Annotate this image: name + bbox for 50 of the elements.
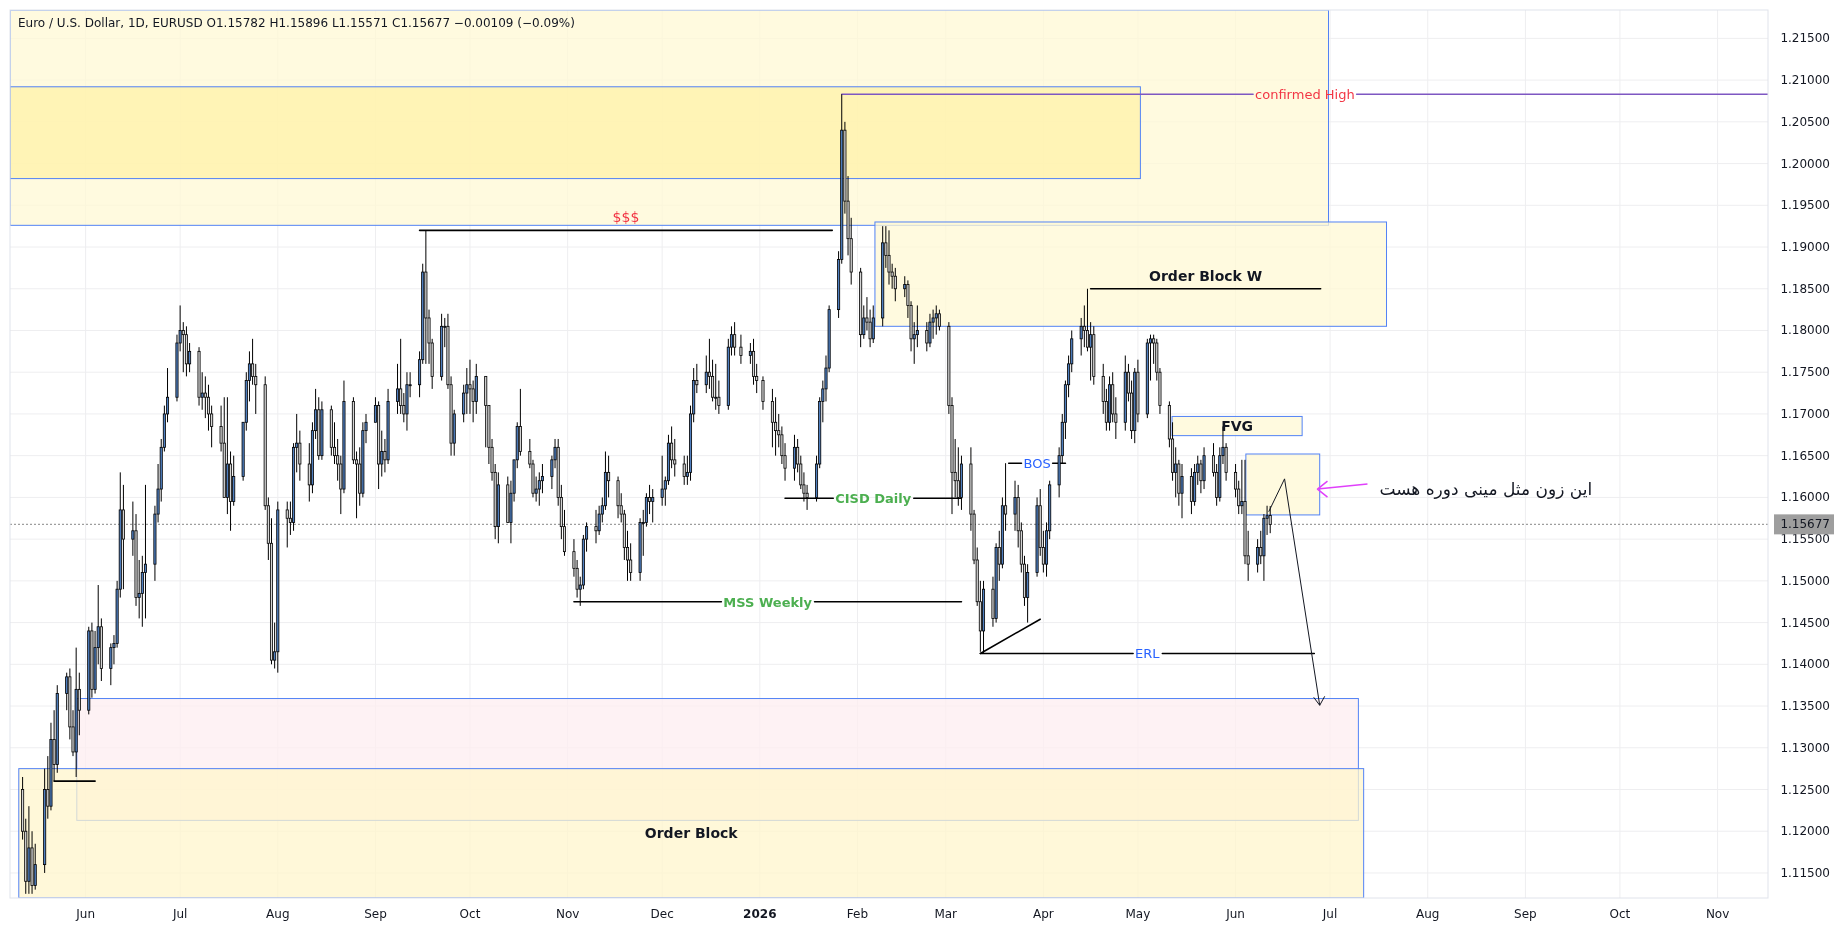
y-tick-label: 1.15500 <box>1780 532 1830 547</box>
y-tick-label: 1.17000 <box>1780 406 1830 421</box>
y-tick-label: 1.11500 <box>1780 865 1830 880</box>
y-tick-label: 1.16500 <box>1780 448 1830 463</box>
x-tick-label: May <box>1125 907 1151 921</box>
x-tick-label: Nov <box>1705 907 1730 921</box>
y-tick-label: 1.18500 <box>1780 281 1830 296</box>
series-label: $$$ <box>612 209 640 226</box>
x-tick-label: Aug <box>1416 907 1440 921</box>
y-tick-label: 1.20500 <box>1780 114 1830 129</box>
y-tick-label: 1.21000 <box>1780 73 1830 88</box>
y-tick-label: 1.19000 <box>1780 240 1830 255</box>
y-tick-label: 1.20000 <box>1780 156 1830 171</box>
series-label: CISD Daily <box>835 491 912 507</box>
y-tick-label: 1.19500 <box>1780 198 1830 213</box>
y-tick-label: 1.13500 <box>1780 699 1830 714</box>
series-label: BOS <box>1023 456 1051 472</box>
y-tick-label: 1.12000 <box>1780 824 1830 839</box>
y-tick-label: 1.13000 <box>1780 740 1830 755</box>
y-tick-label: 1.18000 <box>1780 323 1830 338</box>
series-label: MSS Weekly <box>723 594 813 610</box>
y-tick-label: 1.16000 <box>1780 490 1830 505</box>
x-tick-label: Nov <box>555 907 580 921</box>
ref-line-label: 1.15677 <box>1780 517 1830 532</box>
x-tick-label: Sep <box>1514 907 1537 921</box>
x-tick-label: Jun <box>75 907 95 921</box>
annotation: این زون مثل مینی دوره هست <box>1379 479 1593 500</box>
y-tick-label: 1.14500 <box>1780 615 1830 630</box>
y-tick-label: 1.12500 <box>1780 782 1830 797</box>
x-tick-label: Oct <box>459 907 481 921</box>
x-tick-label: Jul <box>171 907 188 921</box>
x-tick-label: Oct <box>1609 907 1631 921</box>
y-tick-label: 1.21500 <box>1780 31 1830 46</box>
y-tick-label: 1.14000 <box>1780 657 1830 672</box>
x-tick-label: Feb <box>846 907 869 921</box>
x-tick-label: Dec <box>650 907 674 921</box>
series-label: ERL <box>1135 646 1161 662</box>
text: Euro / U.S. Dollar, 1D, EURUSD O1.15782 H1.15896 L1.15571 C1.15677 −0.00109 (−0.09%) <box>18 16 575 30</box>
x-tick-label: 2026 <box>743 907 777 921</box>
x-tick-label: Mar <box>934 907 958 921</box>
band-label: FVG <box>1221 418 1254 435</box>
x-tick-label: Aug <box>266 907 290 921</box>
x-tick-label: Apr <box>1032 907 1054 921</box>
x-tick-label: Jul <box>1321 907 1338 921</box>
x-tick-label: Sep <box>364 907 387 921</box>
x-tick-label: Jun <box>1225 907 1245 921</box>
band-label: Order Block <box>644 825 739 842</box>
y-tick-label: 1.17500 <box>1780 365 1830 380</box>
y-tick-label: 1.15000 <box>1780 573 1830 588</box>
series-label: Order Block W <box>1149 267 1263 284</box>
